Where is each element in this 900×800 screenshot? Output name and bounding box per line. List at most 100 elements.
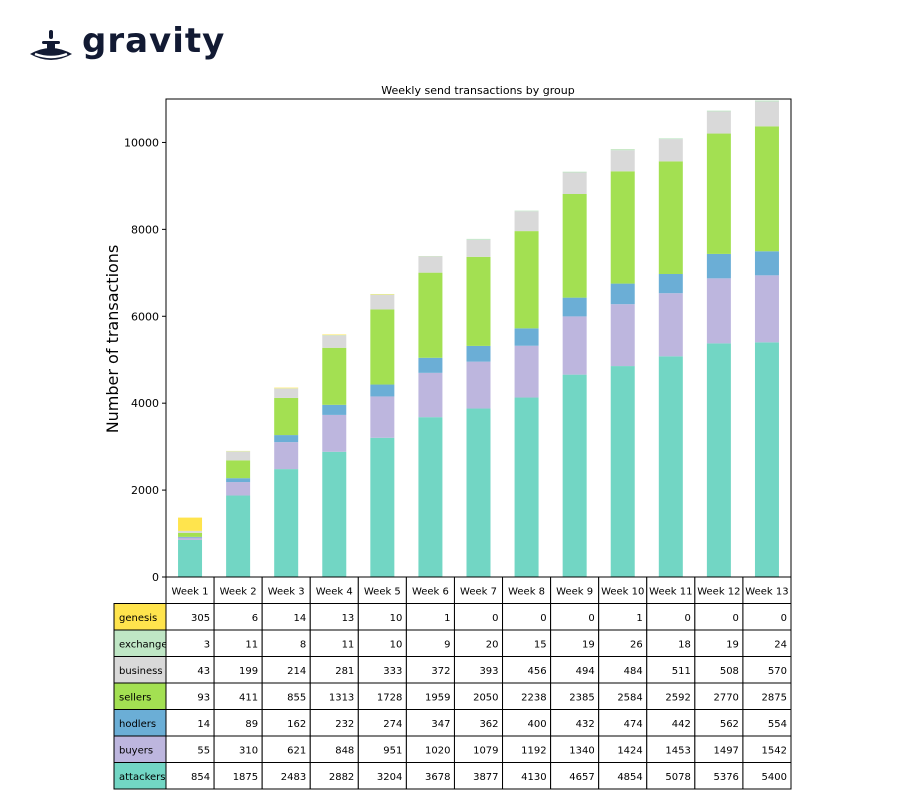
table-cell <box>453 603 504 631</box>
table-row-label-cell <box>113 682 167 710</box>
bar-segment-hodlers <box>226 478 251 483</box>
table-cell-value: 2238 <box>521 692 546 703</box>
bar-segment-sellers <box>466 256 491 346</box>
table-cell-value: 1 <box>444 613 450 624</box>
table-cell-value: 15 <box>534 639 547 650</box>
bar-segment-hodlers <box>178 536 203 538</box>
y-tick-label: 0 <box>152 571 159 584</box>
table-cell-value: 562 <box>720 719 739 730</box>
table-cell-value: 554 <box>768 719 787 730</box>
y-tick-label: 4000 <box>131 397 159 410</box>
table-column-header: Week 5 <box>364 586 401 597</box>
bar-segment-sellers <box>322 347 347 405</box>
table-column-header: Week 11 <box>649 586 692 597</box>
table-cell <box>502 762 552 790</box>
table-cell-value: 0 <box>781 613 787 624</box>
table-cell-value: 393 <box>479 666 498 677</box>
bar-segment-hodlers <box>562 297 587 317</box>
bar-segment-sellers <box>274 397 299 436</box>
table-cell-value: 93 <box>197 692 210 703</box>
bar-segment-hodlers <box>322 404 347 415</box>
table-cell <box>598 709 648 737</box>
bar-segment-sellers <box>418 272 443 358</box>
bar-segment-sellers <box>754 126 779 252</box>
table-cell <box>357 656 407 684</box>
table-cell-value: 848 <box>335 745 354 756</box>
table-cell-value: 0 <box>588 613 594 624</box>
table-cell-value: 3 <box>204 639 210 650</box>
table-column-header: Week 2 <box>220 586 257 597</box>
bar-segment-hodlers <box>370 384 395 397</box>
bar-segment-business <box>322 335 347 348</box>
table-cell-value: 55 <box>197 745 210 756</box>
table-cell-value: 854 <box>191 772 210 783</box>
table-column-header: Week 3 <box>268 586 305 597</box>
table-cell-value: 19 <box>726 639 739 650</box>
table-cell-value: 1875 <box>233 772 258 783</box>
table-cell-value: 26 <box>630 639 643 650</box>
table-column-header: Week 9 <box>556 586 593 597</box>
bar-segment-attackers <box>226 495 251 577</box>
table-cell-value: 2882 <box>329 772 354 783</box>
bar-segment-buyers <box>562 316 587 375</box>
table-cell-value: 4854 <box>617 772 642 783</box>
table-cell-value: 2584 <box>617 692 642 703</box>
table-cell <box>453 762 504 790</box>
table-cell-value: 2385 <box>569 692 594 703</box>
table-cell-value: 43 <box>197 666 210 677</box>
table-cell <box>261 656 311 684</box>
table-cell <box>213 762 263 790</box>
bar-segment-exchange <box>610 149 635 151</box>
table-cell <box>742 682 792 710</box>
table-column-header: Week 13 <box>745 586 788 597</box>
table-cell <box>165 682 215 710</box>
y-tick-label: 10000 <box>124 136 159 149</box>
table-cell <box>694 709 744 737</box>
table-cell <box>357 735 407 763</box>
table-cell <box>309 603 359 631</box>
table-cell <box>694 735 744 763</box>
table-cell <box>453 709 504 737</box>
bar-segment-business <box>370 294 395 310</box>
bar-segment-attackers <box>610 366 635 577</box>
bar-segment-genesis <box>322 334 347 336</box>
table-cell-value: 4657 <box>569 772 594 783</box>
table-cell <box>502 709 552 737</box>
bar-segment-business <box>466 239 491 257</box>
table-cell-value: 411 <box>239 692 258 703</box>
bar-segment-sellers <box>514 231 539 329</box>
table-cell-value: 4130 <box>521 772 546 783</box>
table-cell <box>742 656 792 684</box>
table-cell-value: 1453 <box>665 745 690 756</box>
bar-segment-business <box>226 451 251 461</box>
table-cell-value: 1340 <box>569 745 594 756</box>
table-row-label: buyers <box>119 745 153 756</box>
bar-segment-buyers <box>226 482 251 496</box>
table-cell-value: 2050 <box>473 692 498 703</box>
plot-frame <box>165 98 792 578</box>
bar-segment-attackers <box>658 356 683 577</box>
bar-segment-hodlers <box>466 345 491 362</box>
bar-segment-hodlers <box>418 357 443 373</box>
bar-segment-attackers <box>370 437 395 577</box>
table-cell-value: 1542 <box>762 745 787 756</box>
table-row-label: sellers <box>119 692 151 703</box>
table-header-cell <box>550 576 600 604</box>
table-cell <box>405 762 455 790</box>
table-cell-value: 310 <box>239 745 258 756</box>
table-cell <box>550 709 600 737</box>
bar-segment-hodlers <box>514 328 539 346</box>
table-cell <box>502 735 552 763</box>
bar-segment-buyers <box>418 372 443 418</box>
bar-segment-exchange <box>514 210 539 212</box>
gravity-logo-icon <box>30 30 72 60</box>
table-cell <box>261 603 311 631</box>
y-tick-label: 8000 <box>131 223 159 236</box>
table-cell <box>309 656 359 684</box>
table-cell <box>550 603 600 631</box>
bar-segment-business <box>706 111 731 134</box>
table-cell-value: 5078 <box>665 772 690 783</box>
table-cell-value: 3204 <box>377 772 402 783</box>
table-cell-value: 13 <box>342 613 355 624</box>
table-cell-value: 10 <box>390 639 403 650</box>
